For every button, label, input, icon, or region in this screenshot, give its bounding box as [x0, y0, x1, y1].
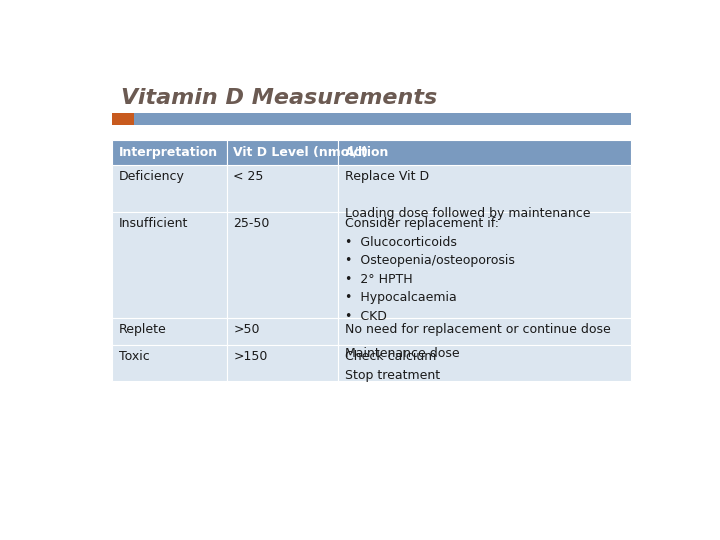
FancyBboxPatch shape — [227, 140, 338, 165]
FancyBboxPatch shape — [112, 346, 227, 381]
FancyBboxPatch shape — [227, 212, 338, 319]
FancyBboxPatch shape — [112, 319, 227, 346]
FancyBboxPatch shape — [338, 165, 631, 212]
FancyBboxPatch shape — [227, 346, 338, 381]
FancyBboxPatch shape — [112, 113, 133, 125]
FancyBboxPatch shape — [112, 165, 227, 212]
FancyBboxPatch shape — [227, 165, 338, 212]
Text: Interpretation: Interpretation — [119, 146, 218, 159]
Text: >150: >150 — [233, 350, 268, 363]
FancyBboxPatch shape — [338, 346, 631, 381]
FancyBboxPatch shape — [338, 140, 631, 165]
Text: No need for replacement or continue dose: No need for replacement or continue dose — [345, 323, 611, 336]
Text: Consider replacement if:
•  Glucocorticoids
•  Osteopenia/osteoporosis
•  2° HPT: Consider replacement if: • Glucocorticoi… — [345, 218, 515, 360]
Text: Replace Vit D

Loading dose followed by maintenance: Replace Vit D Loading dose followed by m… — [345, 170, 590, 220]
Text: Vitamin D Measurements: Vitamin D Measurements — [121, 87, 437, 107]
FancyBboxPatch shape — [338, 319, 631, 346]
FancyBboxPatch shape — [133, 113, 631, 125]
Text: Action: Action — [345, 146, 390, 159]
Text: Vit D Level (nmol/l): Vit D Level (nmol/l) — [233, 146, 369, 159]
Text: Replete: Replete — [119, 323, 167, 336]
Text: Toxic: Toxic — [119, 350, 150, 363]
Text: Insufficient: Insufficient — [119, 218, 189, 231]
Text: < 25: < 25 — [233, 170, 264, 183]
FancyBboxPatch shape — [112, 140, 227, 165]
Text: Check calcium
Stop treatment: Check calcium Stop treatment — [345, 350, 440, 382]
FancyBboxPatch shape — [338, 212, 631, 319]
Text: >50: >50 — [233, 323, 260, 336]
FancyBboxPatch shape — [227, 319, 338, 346]
FancyBboxPatch shape — [112, 212, 227, 319]
Text: 25-50: 25-50 — [233, 218, 270, 231]
Text: Deficiency: Deficiency — [119, 170, 185, 183]
